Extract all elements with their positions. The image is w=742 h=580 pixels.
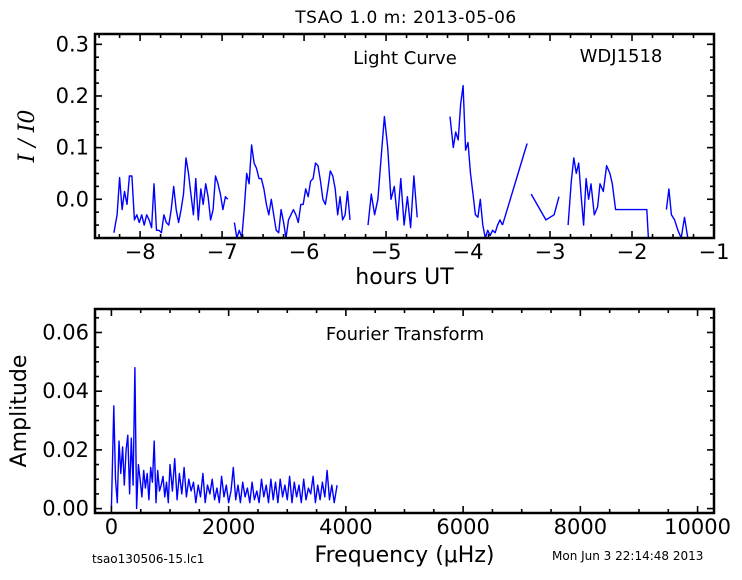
light-curve-x-tick-label: −5 <box>371 240 402 264</box>
light-curve-frame <box>93 32 716 240</box>
light-curve-series-line-4 <box>501 143 528 226</box>
light-curve-series-line-3 <box>449 84 504 238</box>
fourier-y-tick-label: 0.06 <box>42 320 89 344</box>
light-curve-series-line-2 <box>367 115 418 229</box>
light-curve-title: Light Curve <box>353 48 457 69</box>
light-curve-annotation: WDJ1518 <box>580 46 663 67</box>
fourier-x-tick-label: 0 <box>105 515 118 539</box>
figure-title: TSAO 1.0 m: 2013-05-06 <box>295 8 517 28</box>
light-curve-series-line-0 <box>113 157 229 234</box>
fourier-y-tick-label: 0.00 <box>42 497 89 521</box>
fourier-x-tick-label: 6000 <box>436 515 489 539</box>
fourier-x-tick-label: 4000 <box>319 515 372 539</box>
light-curve-x-tick-label: −2 <box>617 240 648 264</box>
fourier-panel: 0 2000 4000 6000 8000 10000 0.00 0.02 0.04 0.06 Fo… <box>7 307 731 568</box>
light-curve-x-axis-label: hours UT <box>355 265 454 290</box>
light-curve-x-tick-label: −1 <box>699 240 730 264</box>
light-curve-y-axis-label: I / I0 <box>15 110 40 164</box>
footer-timestamp: Mon Jun 3 22:14:48 2013 <box>552 549 704 563</box>
light-curve-y-tick-label: 0.3 <box>56 32 89 56</box>
fourier-y-tick-label: 0.02 <box>42 438 89 462</box>
light-curve-x-tick-label: −7 <box>207 240 238 264</box>
light-curve-series-line-5 <box>530 193 560 221</box>
fourier-x-axis-label: Frequency (μHz) <box>315 543 495 568</box>
fourier-x-tick-label: 8000 <box>554 515 607 539</box>
fourier-y-tick-label: 0.04 <box>42 379 89 403</box>
light-curve-series-line-6 <box>567 157 650 238</box>
fourier-y-axis-label: Amplitude <box>7 355 32 468</box>
fourier-x-tick-label: 10000 <box>664 515 731 539</box>
fourier-x-tick-label: 2000 <box>202 515 255 539</box>
light-curve-x-tick-label: −4 <box>453 240 484 264</box>
light-curve-x-tick-label: −6 <box>289 240 320 264</box>
light-curve-y-tick-label: 0.2 <box>56 84 89 108</box>
light-curve-x-tick-label: −3 <box>535 240 566 264</box>
fourier-series-line-0 <box>110 367 338 510</box>
light-curve-series-group <box>113 84 689 238</box>
light-curve-y-tick-label: 0.0 <box>56 187 89 211</box>
fourier-title: Fourier Transform <box>326 324 484 345</box>
light-curve-series-line-7 <box>665 188 689 238</box>
light-curve-y-tick-label: 0.1 <box>56 136 89 160</box>
footer-filename: tsao130506-15.lc1 <box>92 552 205 566</box>
fourier-series-group <box>110 367 338 510</box>
light-curve-panel: −8 −7 −6 −5 −4 −3 −2 −1 0.0 0.1 0.2 0.3 Light Curve W… <box>15 32 729 290</box>
light-curve-series-line-1 <box>233 144 351 238</box>
light-curve-x-tick-label: −8 <box>125 240 156 264</box>
